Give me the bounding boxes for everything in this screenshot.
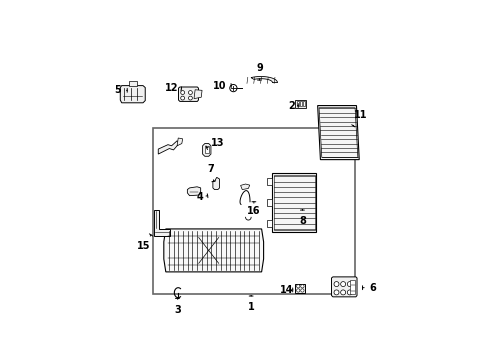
Polygon shape [251, 76, 277, 82]
Text: 6: 6 [363, 283, 376, 293]
Circle shape [341, 282, 345, 287]
Polygon shape [204, 146, 209, 153]
Text: 4: 4 [196, 192, 208, 202]
Circle shape [334, 282, 339, 287]
Polygon shape [128, 81, 137, 86]
Circle shape [230, 85, 237, 92]
Circle shape [181, 91, 185, 94]
Polygon shape [203, 144, 211, 156]
Text: 5: 5 [114, 85, 127, 95]
Text: 7: 7 [208, 164, 216, 182]
Text: 14: 14 [280, 285, 294, 295]
Circle shape [334, 290, 339, 295]
Polygon shape [194, 90, 202, 99]
Polygon shape [177, 138, 183, 146]
Polygon shape [187, 187, 201, 195]
Text: 12: 12 [165, 82, 182, 93]
Circle shape [347, 290, 352, 295]
Polygon shape [158, 141, 179, 154]
Circle shape [296, 285, 300, 288]
Text: 11: 11 [352, 110, 368, 127]
Polygon shape [241, 184, 250, 190]
Text: 10: 10 [213, 81, 232, 91]
Bar [303, 101, 305, 106]
Circle shape [189, 96, 193, 100]
Circle shape [301, 289, 304, 292]
Text: 15: 15 [137, 234, 152, 251]
Circle shape [296, 289, 300, 292]
Circle shape [301, 285, 304, 288]
Text: 3: 3 [174, 298, 181, 315]
Polygon shape [213, 177, 220, 190]
Polygon shape [153, 210, 170, 236]
Polygon shape [295, 100, 306, 108]
Circle shape [347, 282, 352, 287]
Bar [297, 101, 299, 106]
Polygon shape [318, 105, 359, 159]
Bar [267, 179, 272, 185]
Text: 9: 9 [256, 63, 263, 80]
Polygon shape [332, 277, 357, 297]
Text: 2: 2 [288, 100, 298, 111]
Bar [267, 199, 272, 206]
Bar [295, 284, 305, 293]
Bar [273, 175, 315, 230]
Text: 16: 16 [247, 202, 261, 216]
Circle shape [189, 91, 193, 94]
Bar [350, 280, 355, 294]
Bar [267, 220, 272, 227]
Text: 1: 1 [248, 296, 254, 311]
Text: 13: 13 [206, 138, 224, 149]
Bar [153, 128, 355, 294]
Bar [300, 101, 302, 106]
Polygon shape [120, 86, 145, 103]
Circle shape [181, 96, 185, 100]
Polygon shape [178, 87, 198, 102]
Circle shape [341, 290, 345, 295]
Polygon shape [164, 229, 264, 272]
Bar [272, 174, 316, 232]
Text: 8: 8 [299, 210, 306, 226]
